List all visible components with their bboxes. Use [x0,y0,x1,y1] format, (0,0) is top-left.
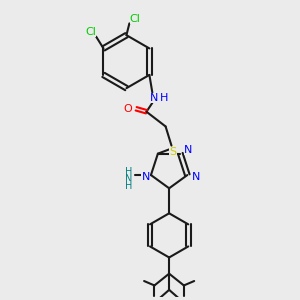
Text: S: S [169,147,176,157]
Text: O: O [123,104,132,114]
Text: N: N [141,172,150,182]
Text: N: N [125,175,133,184]
Text: N: N [150,94,158,103]
Text: H: H [125,181,133,191]
Text: H: H [125,167,133,177]
Text: H: H [160,94,168,103]
Text: Cl: Cl [85,27,96,37]
Text: N: N [192,172,200,182]
Text: N: N [184,145,192,155]
Text: Cl: Cl [130,14,141,24]
